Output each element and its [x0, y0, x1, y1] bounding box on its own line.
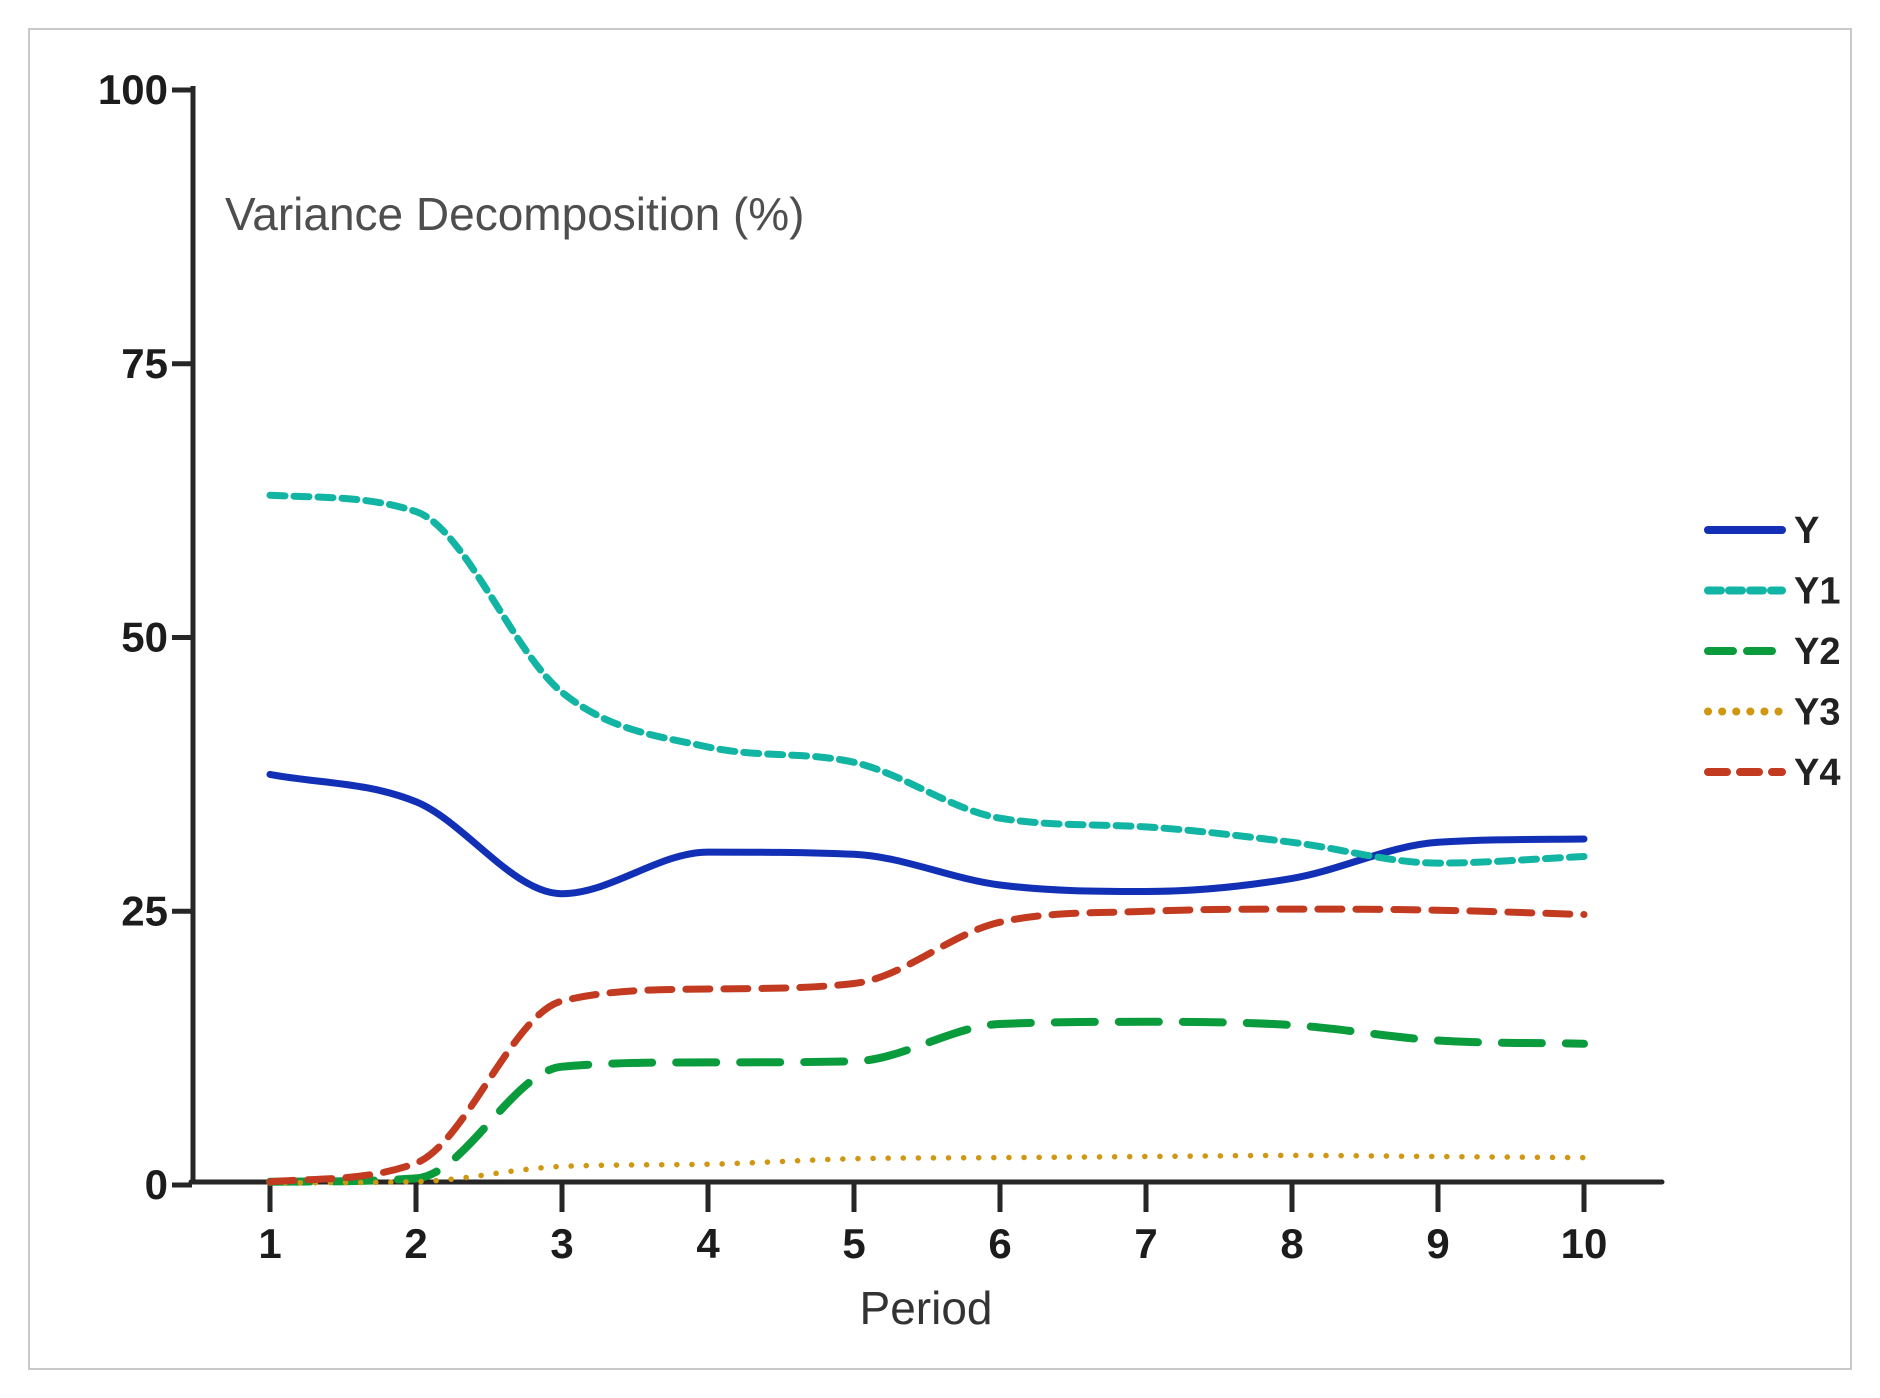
y-tick-label: 75: [121, 340, 168, 387]
legend-label-Y: Y: [1794, 510, 1819, 552]
x-tick-label: 7: [1134, 1220, 1157, 1267]
legend-label-Y1: Y1: [1794, 571, 1840, 613]
legend-item-Y: Y: [1704, 510, 1819, 552]
x-tick-label: 3: [550, 1220, 573, 1267]
series-line-Y: [266, 770, 1588, 898]
series-line-Y2: [266, 1017, 1588, 1186]
legend-label-Y3: Y3: [1794, 692, 1840, 734]
legend-item-Y1: Y1: [1704, 571, 1840, 613]
series-line-Y1: [266, 491, 1588, 867]
x-tick-label: 9: [1426, 1220, 1449, 1267]
y-tick-label: 50: [121, 614, 168, 661]
x-axis-label: Period: [860, 1282, 993, 1334]
series-line-Y4: [266, 905, 1588, 1186]
series-lines: [266, 491, 1588, 1186]
y-tick-label: 100: [98, 66, 168, 113]
x-tick-label: 10: [1561, 1220, 1608, 1267]
legend-item-Y3: Y3: [1704, 692, 1840, 734]
legend-label-Y2: Y2: [1794, 631, 1840, 673]
x-tick-label: 4: [696, 1220, 720, 1267]
y-tick-label: 0: [145, 1161, 168, 1208]
x-tick-label: 2: [404, 1220, 427, 1267]
axes: 0 25 50 75 100 1 2 3 4 5 6 7 8 9 10: [98, 66, 1665, 1267]
y-tick-label: 25: [121, 887, 168, 934]
x-tick-label: 6: [988, 1220, 1011, 1267]
legend-item-Y4: Y4: [1704, 752, 1840, 794]
x-tick-label: 1: [258, 1220, 281, 1267]
series-line-Y3: [267, 1152, 1587, 1186]
legend-item-Y2: Y2: [1704, 631, 1840, 673]
legend: Y Y1 Y2 Y3 Y4: [1704, 510, 1840, 794]
chart-title: Variance Decomposition (%): [225, 188, 805, 240]
x-tick-label: 5: [842, 1220, 865, 1267]
legend-label-Y4: Y4: [1794, 752, 1840, 794]
x-tick-label: 8: [1280, 1220, 1303, 1267]
figure-frame: [28, 28, 1852, 1370]
